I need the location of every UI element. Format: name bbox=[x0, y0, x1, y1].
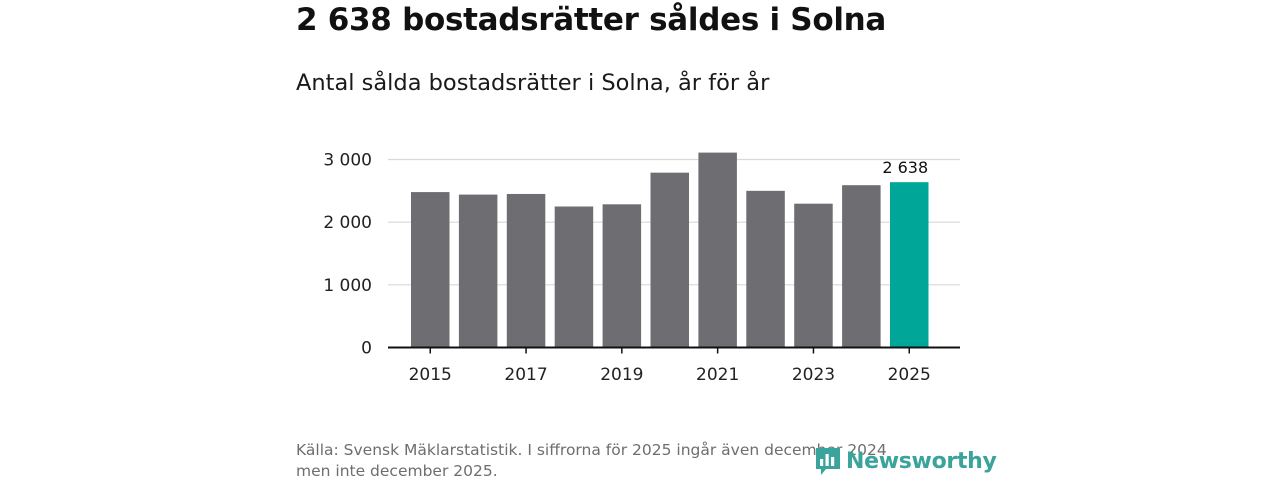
bar-2016 bbox=[458, 194, 498, 348]
x-tick-label: 2023 bbox=[792, 365, 835, 385]
bar-2021 bbox=[698, 152, 737, 348]
chart-title: 2 638 bostadsrätter såldes i Solna bbox=[296, 2, 887, 38]
y-tick-label: 2 000 bbox=[323, 213, 372, 233]
newsworthy-logo: Newsworthy bbox=[814, 446, 997, 476]
x-tick-label: 2021 bbox=[696, 365, 739, 385]
bar-2020 bbox=[650, 172, 689, 348]
x-tick-label: 2025 bbox=[888, 365, 931, 385]
bar-2022 bbox=[746, 190, 785, 348]
bar-2018 bbox=[554, 206, 594, 348]
bar-chart-speech-bubble-icon bbox=[816, 448, 840, 475]
source-line-1: Källa: Svensk Mäklarstatistik. I siffror… bbox=[296, 441, 887, 459]
data-label: 2 638 bbox=[882, 158, 928, 177]
y-tick-label: 1 000 bbox=[323, 276, 372, 296]
x-tick-label: 2017 bbox=[504, 365, 547, 385]
bar-2017 bbox=[506, 193, 546, 348]
x-tick-label: 2019 bbox=[600, 365, 643, 385]
x-tick-label: 2015 bbox=[409, 365, 452, 385]
chart-subtitle: Antal sålda bostadsrätter i Solna, år fö… bbox=[296, 70, 770, 96]
bar-2019 bbox=[602, 204, 642, 348]
bar-2023 bbox=[794, 203, 833, 348]
bar-2025 bbox=[890, 182, 929, 348]
logo-text: Newsworthy bbox=[846, 448, 997, 474]
source-note: Källa: Svensk Mäklarstatistik. I siffror… bbox=[296, 440, 956, 482]
bar-2015 bbox=[411, 192, 450, 348]
y-tick-label: 3 000 bbox=[323, 151, 372, 171]
bar-2024 bbox=[842, 185, 881, 348]
source-line-2: men inte december 2025. bbox=[296, 462, 498, 480]
y-tick-label: 0 bbox=[361, 339, 372, 359]
